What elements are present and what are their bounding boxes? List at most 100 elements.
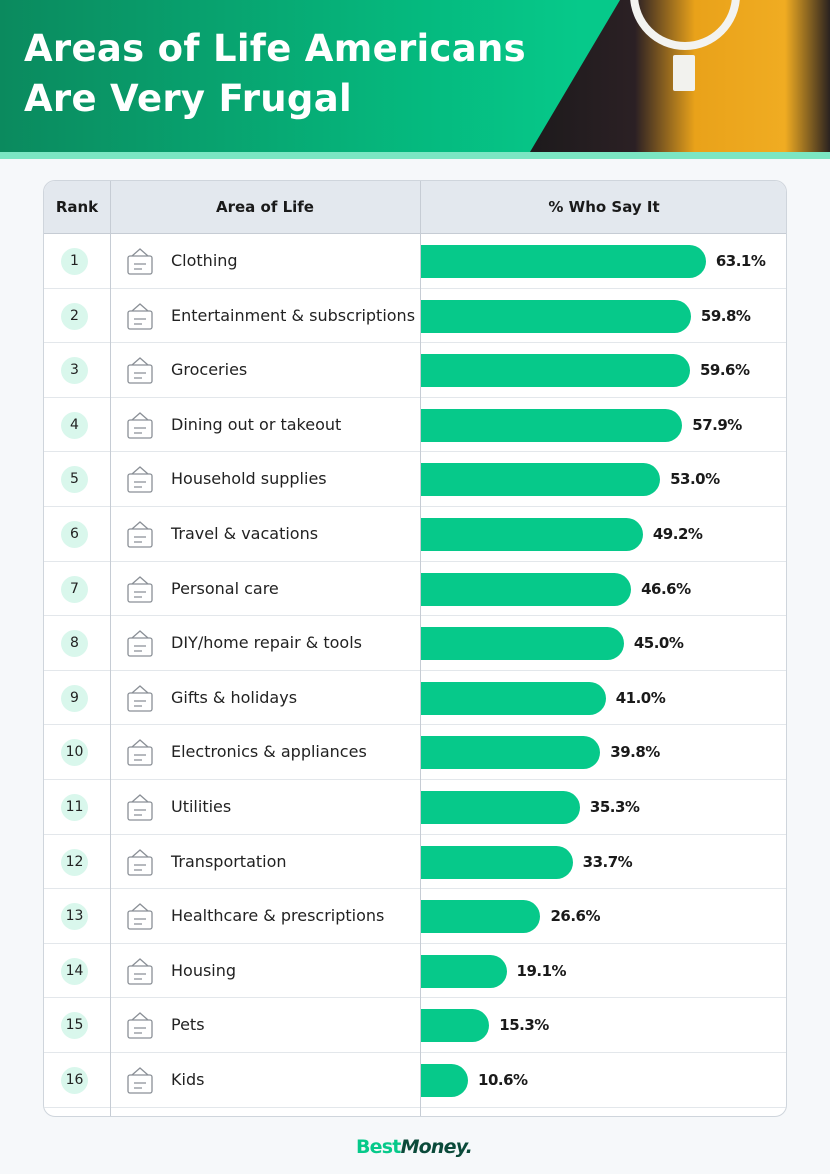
bar — [420, 1064, 469, 1097]
area-label: Personal care — [171, 578, 279, 598]
area-label: Electronics & appliances — [171, 742, 367, 762]
rank-badge: 10 — [61, 739, 88, 767]
area-label: Clothing — [171, 251, 238, 270]
value-label: 63.1% — [715, 252, 766, 270]
grocery-bag-icon — [127, 357, 153, 384]
bar — [420, 900, 541, 934]
bar — [420, 681, 606, 715]
logo-money: Money. — [400, 1136, 473, 1158]
title-line-2: Are Very Frugal — [24, 77, 352, 120]
value-label: 26.6% — [550, 907, 601, 926]
header-percent: % Who Say It — [548, 198, 660, 216]
table-row: 13 Healthcare & prescriptions 26.6% — [44, 889, 786, 944]
appliances-icon — [127, 739, 153, 767]
rank-badge: 1 — [61, 248, 88, 275]
gift-icon — [127, 684, 153, 712]
bar — [420, 518, 643, 551]
fuel-nozzle-icon — [127, 848, 153, 876]
bar — [420, 354, 690, 388]
header-area: Area of Life — [216, 198, 314, 216]
table-row: 4 Dining out or takeout 57.9% — [44, 398, 786, 453]
header-stripe — [0, 152, 830, 159]
rank-badge: 15 — [61, 1012, 88, 1040]
table-row: 12 Transportation 33.7% — [44, 835, 786, 890]
table-row: 7 Personal care 46.6% — [44, 562, 786, 617]
area-label: Transportation — [171, 851, 287, 871]
bar — [420, 736, 601, 770]
table-row: 14 Housing 19.1% — [44, 944, 786, 999]
table-row: 6 Travel & vacations 49.2% — [44, 507, 786, 562]
rank-badge: 5 — [61, 466, 88, 494]
logo-best: Best — [356, 1136, 401, 1158]
value-label: 41.0% — [615, 688, 666, 707]
table-row: 8 DIY/home repair & tools 45.0% — [44, 616, 786, 671]
value-label: 57.9% — [692, 415, 742, 434]
table-row: 10 Electronics & appliances 39.8% — [44, 725, 786, 780]
value-label: 35.3% — [589, 798, 640, 816]
cleaning-supplies-icon — [127, 466, 153, 494]
fitness-icon — [127, 302, 153, 330]
rank-badge: 9 — [61, 684, 88, 712]
rank-badge: 13 — [61, 903, 88, 931]
value-label: 45.0% — [633, 634, 684, 653]
value-label: 15.3% — [499, 1016, 549, 1035]
rank-badge: 2 — [61, 302, 88, 330]
table-row: 9 Gifts & holidays 41.0% — [44, 671, 786, 726]
table-row: 16 Kids 10.6% — [44, 1053, 786, 1108]
table-header: Rank Area of Life % Who Say It — [44, 181, 786, 234]
kids-icon — [127, 1067, 153, 1094]
value-label: 46.6% — [641, 579, 691, 598]
area-label: Household supplies — [171, 469, 327, 489]
bar — [420, 627, 624, 661]
rank-badge: 4 — [61, 411, 88, 439]
bar — [420, 954, 507, 988]
title-line-1: Areas of Life Americans — [24, 27, 526, 70]
clothing-photo — [530, 0, 830, 152]
value-label: 49.2% — [652, 525, 703, 543]
health-heart-icon — [127, 903, 153, 930]
table-row: 11 Utilities 35.3% — [44, 780, 786, 835]
rank-badge: 8 — [61, 630, 88, 658]
clothing-icon — [127, 248, 153, 275]
value-label: 39.8% — [610, 743, 660, 762]
table-row: 3 Groceries 59.6% — [44, 343, 786, 398]
area-label: Entertainment & subscriptions — [171, 305, 416, 325]
bar — [420, 408, 683, 442]
rank-badge: 14 — [61, 957, 88, 985]
bar — [420, 463, 661, 497]
bar — [420, 245, 706, 278]
bar — [420, 791, 580, 824]
table-row: 5 Household supplies 53.0% — [44, 452, 786, 507]
area-label: Pets — [171, 1015, 205, 1035]
travel-icon — [127, 521, 153, 548]
bar — [420, 299, 691, 333]
table-row: 15 Pets 15.3% — [44, 998, 786, 1053]
value-label: 19.1% — [516, 961, 567, 980]
value-label: 59.6% — [699, 361, 750, 380]
column-divider — [110, 181, 111, 1116]
table-row: 2 Entertainment & subscriptions 59.8% — [44, 289, 786, 344]
area-label: Utilities — [171, 797, 232, 816]
header-rank: Rank — [55, 198, 99, 216]
table-row: 1 Clothing 63.1% — [44, 234, 786, 289]
area-label: Kids — [171, 1070, 205, 1089]
frugal-table: Rank Area of Life % Who Say It 1 Clothin… — [43, 180, 787, 1117]
area-label: Dining out or takeout — [171, 414, 342, 434]
bar — [420, 572, 632, 606]
value-label: 33.7% — [582, 852, 633, 871]
area-label: DIY/home repair & tools — [171, 633, 362, 653]
takeout-icon — [127, 411, 153, 439]
bar — [420, 1009, 490, 1043]
value-label: 59.8% — [700, 306, 751, 325]
area-label: Housing — [171, 960, 237, 980]
area-label: Groceries — [171, 360, 248, 380]
page-title: Areas of Life Americans Are Very Frugal — [24, 24, 526, 124]
bestmoney-logo: BestMoney. — [356, 1136, 473, 1158]
area-label: Healthcare & prescriptions — [171, 906, 385, 926]
rank-badge: 7 — [61, 575, 88, 603]
area-label: Gifts & holidays — [171, 687, 298, 707]
header-banner: Areas of Life Americans Are Very Frugal — [0, 0, 830, 152]
column-divider — [420, 181, 421, 1116]
faucet-icon — [127, 794, 153, 821]
rank-badge: 3 — [61, 357, 88, 385]
